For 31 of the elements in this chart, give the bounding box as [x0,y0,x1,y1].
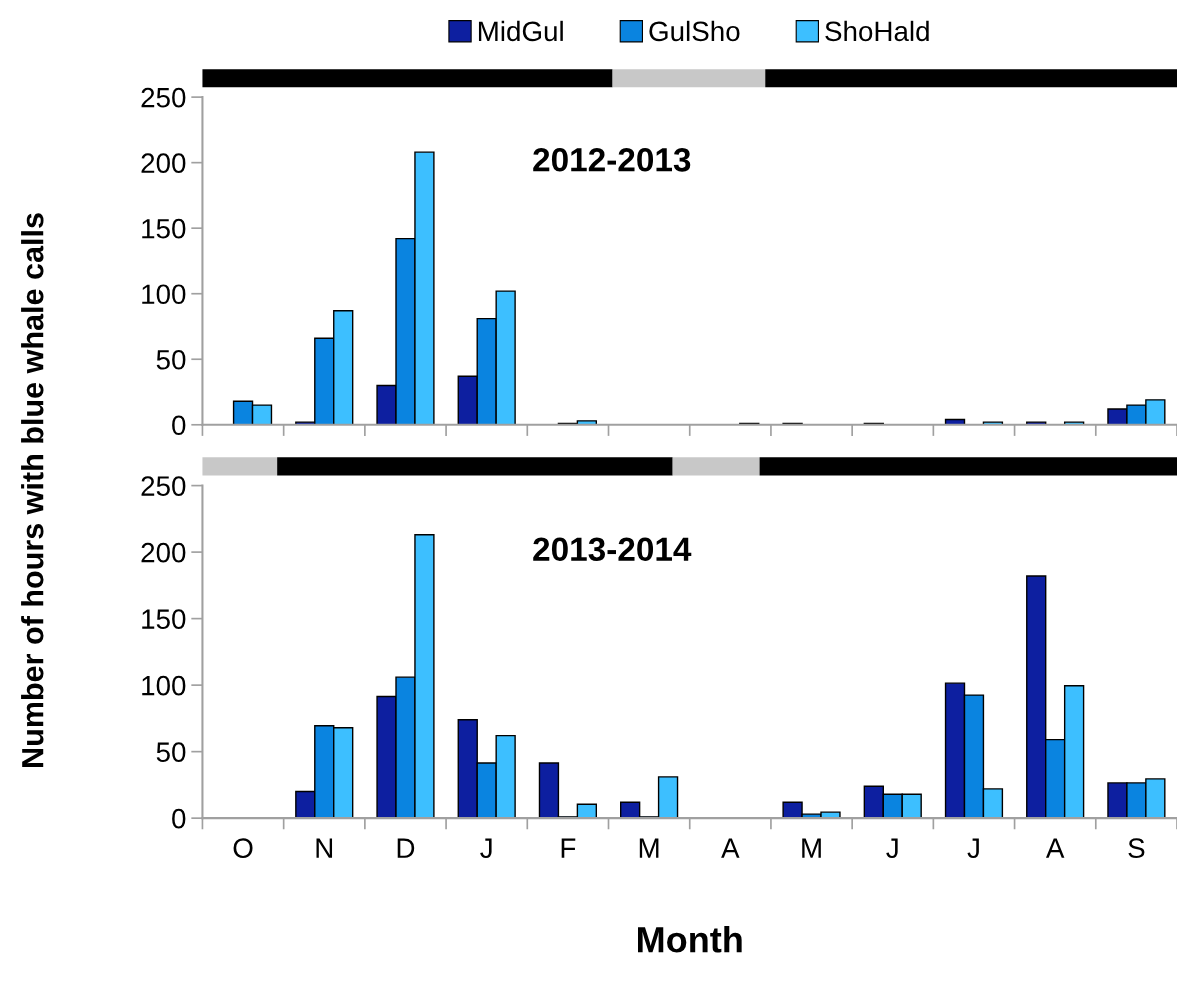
y-tick-label: 250 [141,87,186,108]
x-tick-label: J [480,838,492,858]
y-axis-title: Number of hours with blue whale calls [21,213,44,767]
x-tick-label: S [1128,838,1145,858]
x-tick-label: J [967,838,979,858]
x-tick-label: F [561,838,576,858]
text: 2012-2013 [533,147,691,172]
x-tick-label: D [397,838,415,858]
x-tick-label: M [639,838,659,858]
y-tick-label: 150 [142,609,186,629]
x-tick-label: A [721,838,740,858]
y-tick-label: 100 [142,675,186,696]
y-tick-label: 100 [142,284,186,305]
x-tick-label: A [1045,838,1065,858]
legend-label: ShoHald [825,20,929,42]
text: 2013-2014 [533,537,692,562]
x-tick-label: M [802,838,821,858]
x-axis-title: Month [638,925,742,953]
y-tick-label: 0 [172,808,186,829]
y-tick-label: 50 [156,742,186,762]
y-tick-label: 50 [156,349,186,370]
x-tick-label: N [316,838,333,858]
y-tick-label: 150 [142,218,186,239]
y-tick-label: 200 [141,153,186,173]
legend-label: GulSho [649,20,740,42]
y-tick-label: 0 [172,415,186,436]
legend-label: MidGul [478,20,563,42]
y-tick-label: 250 [141,476,186,496]
x-tick-label: J [886,838,898,858]
y-tick-label: 200 [141,542,186,563]
x-tick-label: O [233,838,253,858]
